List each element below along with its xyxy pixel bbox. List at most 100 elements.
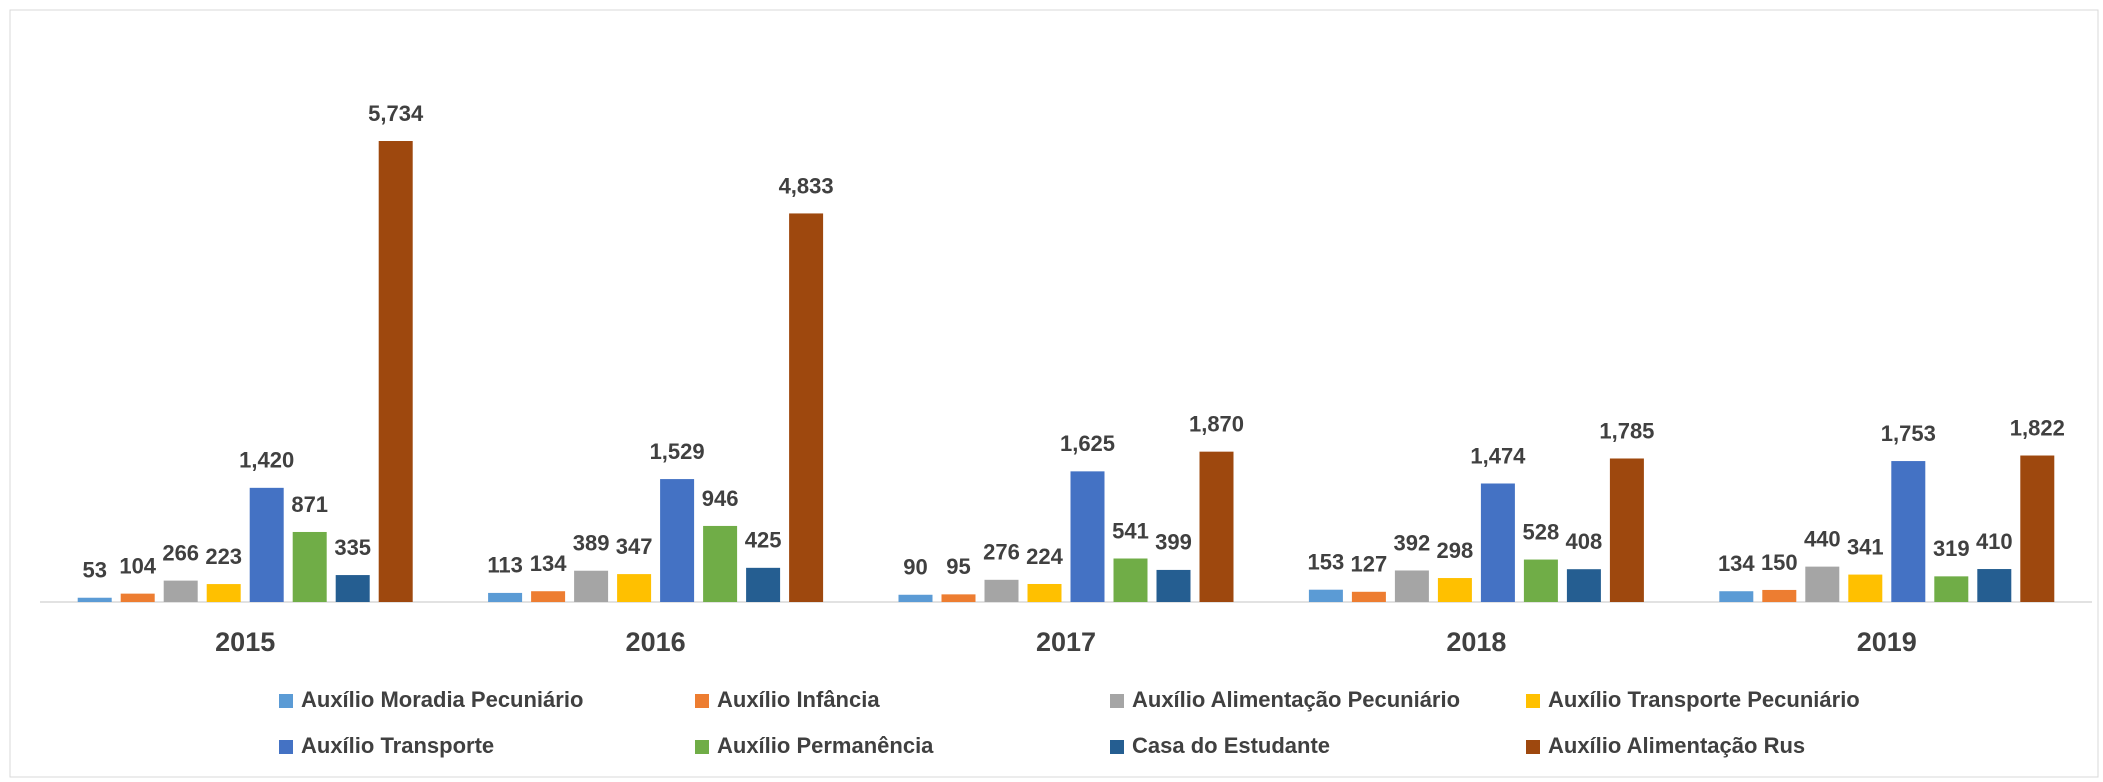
- bar: [249, 487, 284, 602]
- data-label: 392: [1394, 530, 1431, 555]
- bar: [1848, 574, 1883, 602]
- data-label: 319: [1933, 536, 1970, 561]
- data-label: 541: [1112, 518, 1149, 543]
- data-label: 1,420: [239, 448, 294, 473]
- bar: [1199, 451, 1234, 602]
- data-label: 134: [530, 551, 567, 576]
- data-label: 1,625: [1060, 431, 1115, 456]
- x-tick-label: 2016: [626, 627, 686, 657]
- legend-label: Auxílio Alimentação Rus: [1548, 733, 1805, 758]
- data-label: 104: [119, 553, 156, 578]
- data-label: 153: [1308, 550, 1345, 575]
- data-label: 5,734: [368, 101, 424, 126]
- data-label: 4,833: [779, 173, 834, 198]
- data-label: 53: [82, 558, 106, 583]
- bar: [206, 584, 241, 602]
- data-label: 528: [1523, 519, 1560, 544]
- data-label: 223: [205, 544, 242, 569]
- bar: [335, 575, 370, 602]
- bar: [941, 594, 976, 602]
- x-tick-label: 2017: [1036, 627, 1096, 657]
- data-label: 1,785: [1599, 418, 1654, 443]
- data-label: 871: [291, 492, 328, 517]
- bar: [898, 594, 933, 602]
- bar: [1523, 559, 1558, 602]
- bar: [1394, 570, 1429, 602]
- bar: [703, 525, 738, 602]
- data-label: 127: [1351, 552, 1388, 577]
- data-label: 134: [1718, 551, 1755, 576]
- data-label: 1,753: [1881, 421, 1936, 446]
- data-label: 389: [573, 531, 610, 556]
- data-label: 408: [1566, 529, 1603, 554]
- data-label: 1,474: [1470, 443, 1526, 468]
- data-label: 425: [745, 528, 782, 553]
- data-label: 224: [1026, 544, 1063, 569]
- bar: [2020, 455, 2055, 602]
- data-label: 440: [1804, 526, 1841, 551]
- legend-swatch: [1110, 694, 1124, 708]
- data-label: 341: [1847, 534, 1884, 559]
- bar: [1027, 583, 1062, 602]
- data-label: 90: [903, 555, 927, 580]
- data-label: 946: [702, 486, 739, 511]
- bar: [984, 579, 1019, 602]
- bar: [574, 570, 609, 602]
- bar: [1934, 576, 1969, 602]
- bar: [1351, 591, 1386, 602]
- legend-label: Casa do Estudante: [1132, 733, 1330, 758]
- bar: [660, 479, 695, 602]
- legend-swatch: [695, 740, 709, 754]
- legend-label: Auxílio Moradia Pecuniário: [301, 687, 583, 712]
- data-label: 266: [162, 540, 199, 565]
- data-label: 276: [983, 540, 1020, 565]
- legend-swatch: [1526, 694, 1540, 708]
- data-label: 150: [1761, 550, 1798, 575]
- bar: [378, 141, 413, 602]
- bar: [1566, 569, 1601, 602]
- data-label: 410: [1976, 529, 2013, 554]
- x-tick-label: 2019: [1857, 627, 1917, 657]
- bar: [1977, 569, 2012, 602]
- bar: [163, 580, 198, 602]
- legend-swatch: [279, 740, 293, 754]
- data-label: 298: [1437, 538, 1474, 563]
- bar: [488, 592, 523, 602]
- bar: [1609, 458, 1644, 602]
- data-label: 1,822: [2010, 415, 2065, 440]
- bar: [1113, 558, 1148, 602]
- bar: [1156, 569, 1191, 602]
- bar: [1719, 591, 1754, 602]
- bar: [120, 593, 155, 602]
- bar: [617, 574, 652, 602]
- bar: [1762, 589, 1797, 602]
- x-tick-label: 2018: [1446, 627, 1506, 657]
- legend-label: Auxílio Transporte: [301, 733, 494, 758]
- bar: [77, 597, 112, 602]
- data-label: 113: [487, 553, 523, 578]
- data-label: 335: [334, 535, 371, 560]
- legend-label: Auxílio Transporte Pecuniário: [1548, 687, 1860, 712]
- bar: [1480, 483, 1515, 602]
- bar: [1891, 461, 1926, 602]
- data-label: 347: [616, 534, 653, 559]
- bar: [746, 567, 781, 602]
- data-label: 1,529: [650, 439, 705, 464]
- legend-label: Auxílio Infância: [717, 687, 880, 712]
- bar: [1070, 471, 1105, 602]
- chart-frame: [9, 9, 2099, 778]
- x-tick-label: 2015: [215, 627, 275, 657]
- bar: [292, 531, 327, 602]
- data-label: 1,870: [1189, 411, 1244, 436]
- bar: [531, 591, 566, 602]
- bar: [789, 213, 824, 602]
- legend-label: Auxílio Alimentação Pecuniário: [1132, 687, 1460, 712]
- bar: [1805, 566, 1840, 602]
- legend-swatch: [1526, 740, 1540, 754]
- legend-swatch: [695, 694, 709, 708]
- legend-swatch: [279, 694, 293, 708]
- data-label: 399: [1155, 530, 1192, 555]
- data-label: 95: [946, 554, 970, 579]
- legend-swatch: [1110, 740, 1124, 754]
